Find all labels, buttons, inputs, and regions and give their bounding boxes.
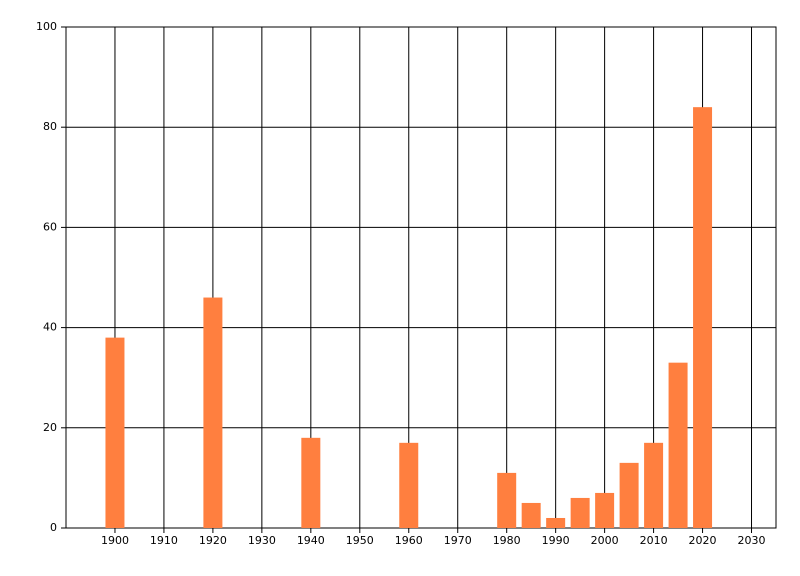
bar [668, 362, 688, 528]
bar [595, 492, 615, 528]
y-tick-label: 80 [43, 120, 57, 133]
bar [546, 517, 566, 528]
x-tick-label: 2020 [689, 534, 717, 547]
x-tick-label: 1970 [444, 534, 472, 547]
bar [570, 497, 590, 528]
x-tick-label: 1930 [248, 534, 276, 547]
bar [619, 462, 639, 528]
x-tick-label: 1980 [493, 534, 521, 547]
y-tick-label: 100 [36, 20, 57, 33]
x-tick-label: 2030 [738, 534, 766, 547]
bar [693, 107, 713, 528]
x-tick-label: 2010 [640, 534, 668, 547]
x-tick-label: 1910 [150, 534, 178, 547]
x-tick-label: 1940 [297, 534, 325, 547]
x-tick-label: 1920 [199, 534, 227, 547]
y-tick-label: 40 [43, 321, 57, 334]
x-tick-label: 1900 [101, 534, 129, 547]
bar [644, 442, 664, 528]
y-tick-label: 0 [50, 521, 57, 534]
x-tick-label: 1960 [395, 534, 423, 547]
x-tick-label: 2000 [591, 534, 619, 547]
bar [301, 437, 321, 528]
y-tick-label: 20 [43, 421, 57, 434]
x-tick-label: 1950 [346, 534, 374, 547]
x-tick-label: 1990 [542, 534, 570, 547]
bar [399, 442, 419, 528]
bar [521, 502, 541, 528]
y-tick-label: 60 [43, 220, 57, 233]
bar [105, 337, 125, 528]
bar [203, 297, 223, 528]
bar [497, 472, 517, 528]
